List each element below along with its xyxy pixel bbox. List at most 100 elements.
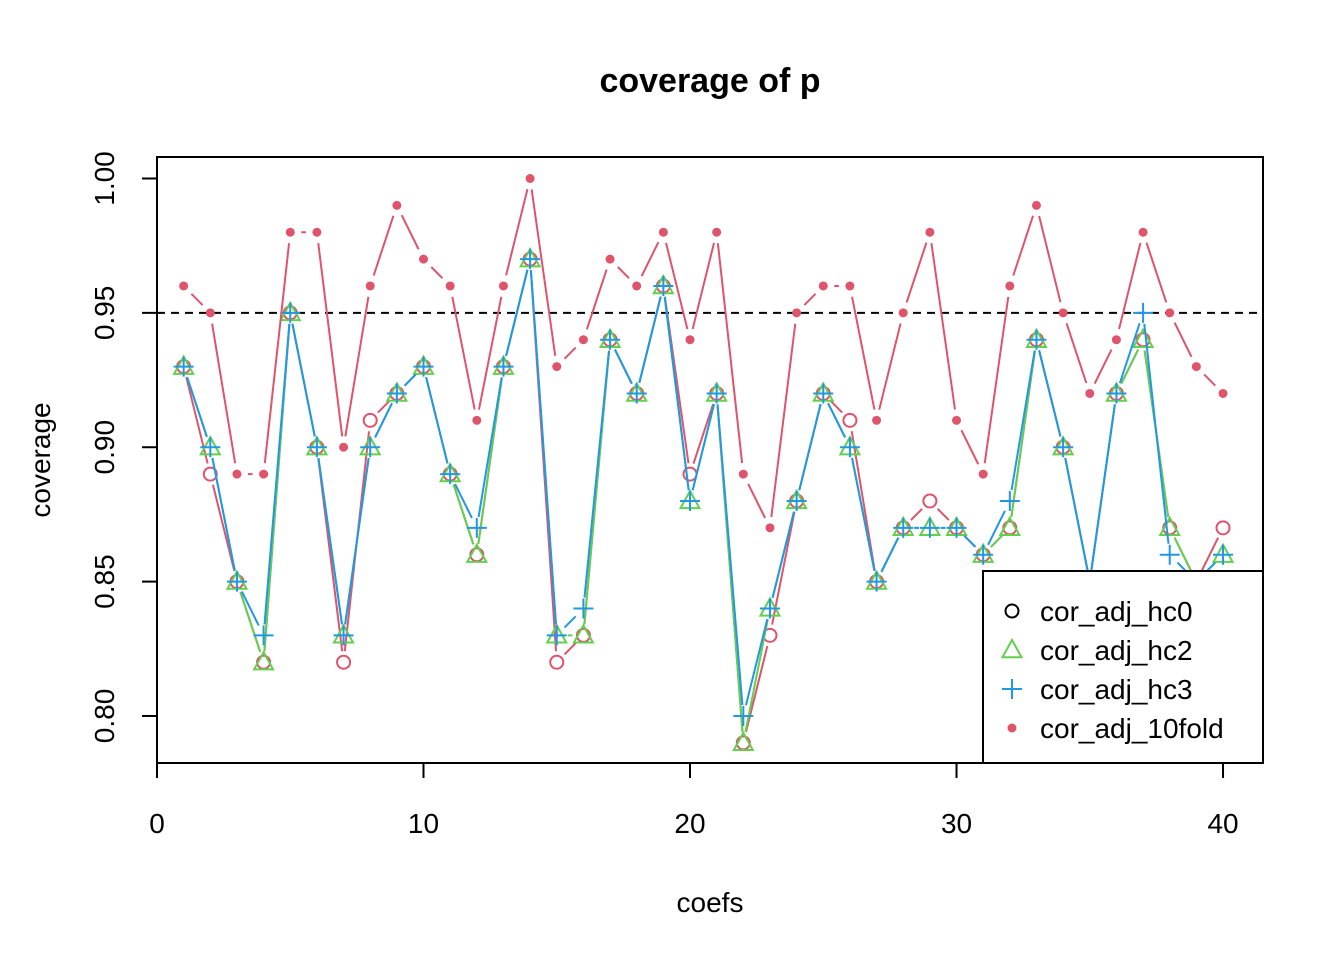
data-point: [1159, 544, 1180, 565]
data-point: [600, 329, 621, 350]
data-point: [280, 302, 301, 323]
legend-marker: [1002, 679, 1022, 699]
data-point: [973, 544, 994, 565]
data-point: [712, 227, 722, 237]
data-point: [493, 356, 514, 377]
data-point: [365, 281, 375, 291]
legend-marker: [1000, 637, 1024, 659]
data-point: [1111, 335, 1121, 345]
data-point: [546, 625, 567, 646]
x-axis: 0 10 20 30 40: [149, 762, 1239, 839]
data-point: [845, 281, 855, 291]
data-point: [1085, 388, 1095, 398]
series-layer: [172, 173, 1235, 752]
data-point: [1138, 227, 1148, 237]
data-point: [818, 281, 828, 291]
data-point: [738, 469, 748, 479]
data-point: [552, 362, 562, 372]
y-tick-label: 0.85: [89, 554, 120, 609]
data-point: [202, 466, 218, 482]
data-point: [759, 598, 780, 619]
data-point: [360, 437, 381, 458]
y-tick-label: 0.95: [89, 286, 120, 341]
data-point: [1165, 308, 1175, 318]
x-tick-label: 0: [149, 808, 165, 839]
series-cor_adj_10fold: [179, 173, 1228, 533]
legend-marker: [1004, 603, 1020, 619]
data-point: [842, 412, 858, 428]
data-point: [252, 650, 275, 671]
x-tick-label: 30: [941, 808, 972, 839]
data-point: [1058, 308, 1068, 318]
data-point: [1133, 302, 1154, 323]
legend-label: cor_adj_hc0: [1040, 596, 1193, 627]
x-tick-label: 10: [408, 808, 439, 839]
data-point: [306, 437, 327, 458]
data-point: [578, 335, 588, 345]
data-point: [813, 383, 834, 404]
data-point: [549, 654, 565, 670]
data-point: [419, 254, 429, 264]
x-axis-label: coefs: [677, 887, 744, 918]
data-point: [632, 281, 642, 291]
legend-item: cor_adj_10fold: [1007, 713, 1224, 744]
data-point: [259, 469, 269, 479]
legend-label: cor_adj_hc2: [1040, 635, 1193, 666]
y-axis-label: coverage: [25, 402, 56, 517]
data-point: [653, 275, 674, 296]
data-point: [733, 705, 754, 726]
data-point: [839, 437, 860, 458]
data-point: [520, 249, 541, 270]
data-point: [872, 415, 882, 425]
legend-item: cor_adj_hc2: [1000, 635, 1193, 666]
data-point: [498, 281, 508, 291]
data-point: [925, 227, 935, 237]
data-point: [1191, 362, 1201, 372]
data-point: [1131, 327, 1155, 348]
data-point: [413, 356, 434, 377]
data-point: [893, 517, 914, 538]
data-point: [922, 493, 938, 509]
legend-label: cor_adj_hc3: [1040, 674, 1193, 705]
data-point: [525, 173, 535, 183]
y-tick-label: 0.80: [89, 689, 120, 744]
data-point: [386, 383, 407, 404]
data-point: [226, 571, 247, 592]
data-point: [952, 415, 962, 425]
series-line: [190, 188, 1216, 519]
data-point: [998, 515, 1022, 537]
data-point: [1031, 200, 1041, 210]
data-point: [680, 490, 701, 511]
data-point: [339, 442, 349, 452]
data-point: [898, 308, 908, 318]
legend-item: cor_adj_hc0: [1004, 596, 1193, 627]
y-tick-label: 1.00: [89, 151, 120, 206]
legend-marker: [1007, 723, 1017, 733]
data-point: [285, 227, 295, 237]
data-point: [205, 308, 215, 318]
data-point: [1053, 437, 1074, 458]
legend-item: cor_adj_hc3: [1002, 674, 1193, 705]
data-point: [466, 517, 487, 538]
y-axis: 0.80 0.85 0.90 0.95 1.00: [89, 151, 158, 744]
data-point: [440, 464, 461, 485]
data-point: [465, 542, 489, 563]
legend-box: [982, 570, 1264, 764]
data-point: [362, 412, 378, 428]
data-point: [336, 654, 352, 670]
legend-label: cor_adj_10fold: [1040, 713, 1224, 744]
data-point: [232, 469, 242, 479]
data-point: [312, 227, 322, 237]
data-point: [1215, 520, 1231, 536]
data-point: [866, 571, 887, 592]
data-point: [946, 517, 967, 538]
data-point: [1106, 383, 1127, 404]
data-point: [173, 356, 194, 377]
data-point: [253, 625, 274, 646]
data-point: [1213, 544, 1234, 565]
data-point: [658, 227, 668, 237]
data-point: [1005, 281, 1015, 291]
data-point: [445, 281, 455, 291]
data-point: [573, 598, 594, 619]
